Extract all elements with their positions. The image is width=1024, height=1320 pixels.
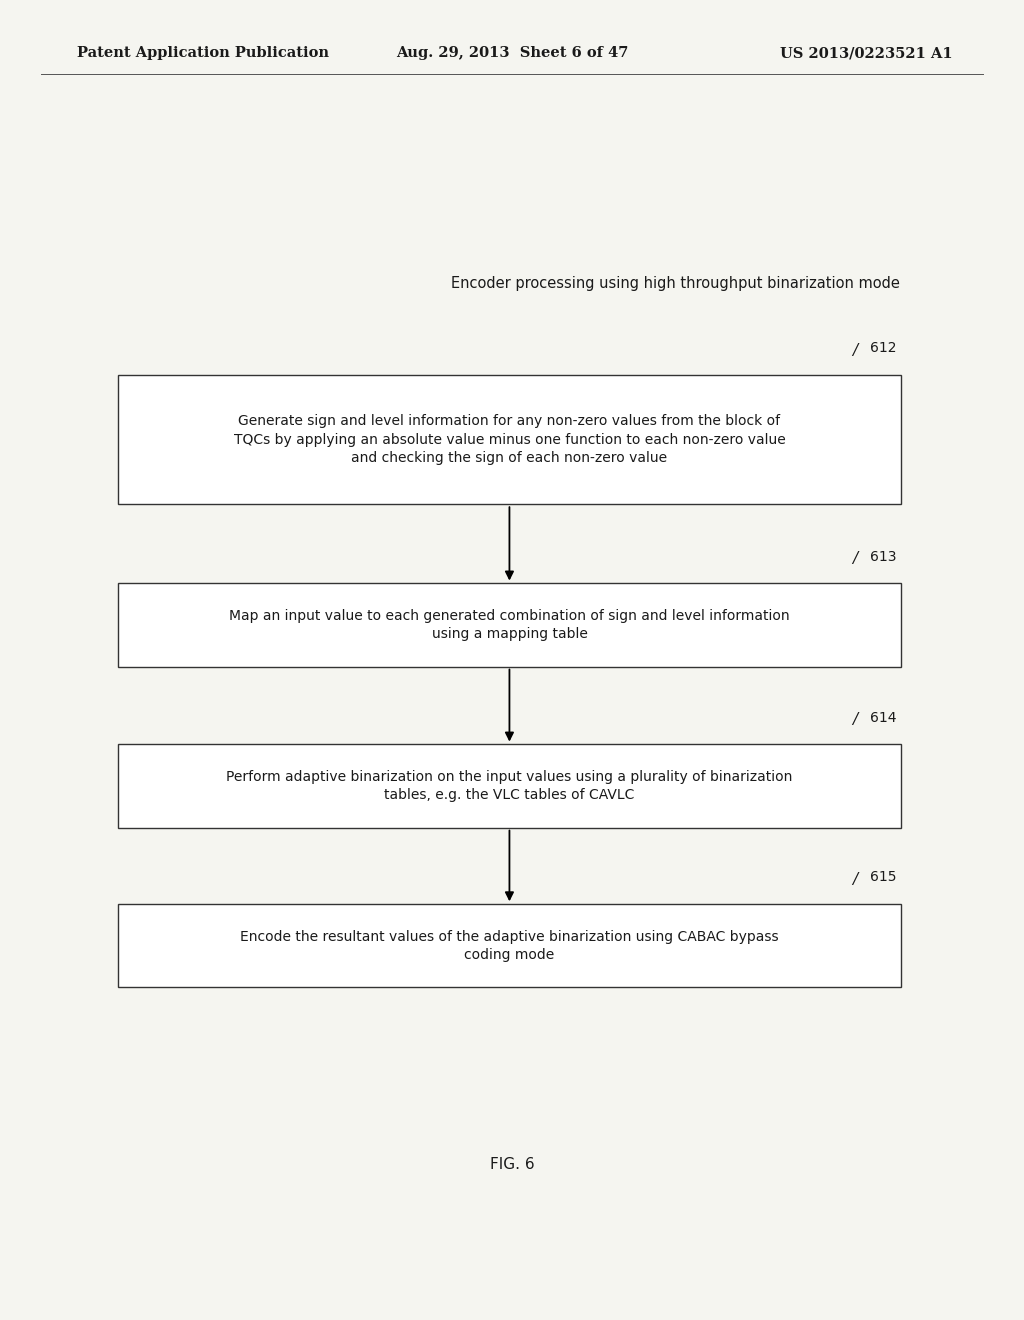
- Text: Encode the resultant values of the adaptive binarization using CABAC bypass
codi: Encode the resultant values of the adapt…: [240, 929, 779, 962]
- Text: US 2013/0223521 A1: US 2013/0223521 A1: [779, 46, 952, 61]
- Text: Aug. 29, 2013  Sheet 6 of 47: Aug. 29, 2013 Sheet 6 of 47: [396, 46, 628, 61]
- Text: Encoder processing using high throughput binarization mode: Encoder processing using high throughput…: [451, 276, 899, 292]
- Text: Map an input value to each generated combination of sign and level information
u: Map an input value to each generated com…: [229, 609, 790, 642]
- Text: /: /: [852, 873, 858, 887]
- Text: Generate sign and level information for any non-zero values from the block of
TQ: Generate sign and level information for …: [233, 414, 785, 465]
- Text: FIG. 6: FIG. 6: [489, 1156, 535, 1172]
- Bar: [118, 744, 901, 828]
- Bar: [118, 904, 901, 987]
- Text: 614: 614: [870, 710, 897, 725]
- Text: /: /: [852, 713, 858, 727]
- Text: /: /: [852, 552, 858, 566]
- Text: 613: 613: [870, 549, 897, 564]
- Bar: [118, 375, 901, 504]
- Text: Perform adaptive binarization on the input values using a plurality of binarizat: Perform adaptive binarization on the inp…: [226, 770, 793, 803]
- Text: 615: 615: [870, 870, 897, 884]
- Text: Patent Application Publication: Patent Application Publication: [77, 46, 329, 61]
- Text: /: /: [852, 343, 858, 358]
- Text: 612: 612: [870, 341, 897, 355]
- Bar: [118, 583, 901, 667]
